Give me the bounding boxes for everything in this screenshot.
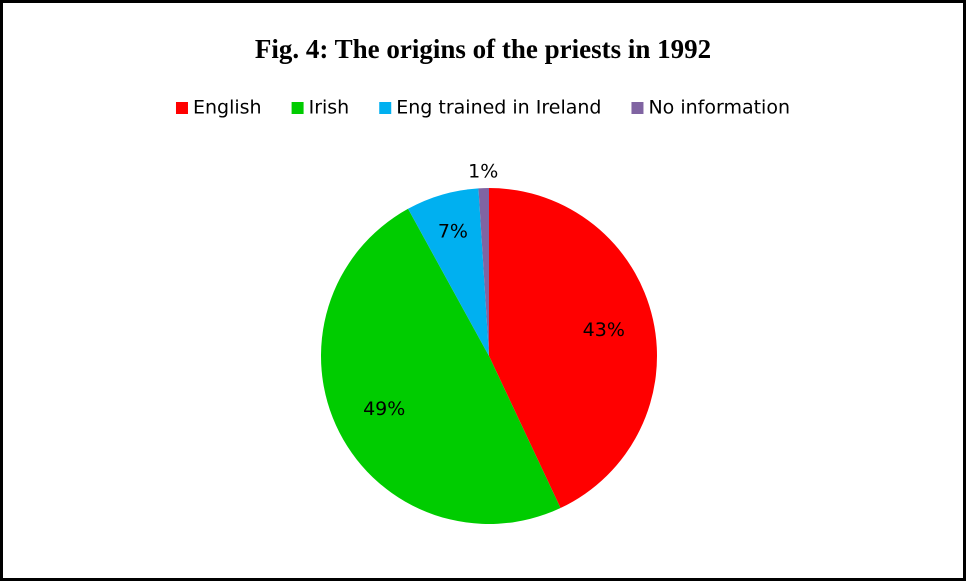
legend-label: English — [193, 97, 262, 119]
pie-slice — [489, 188, 657, 509]
data-label: 43% — [583, 319, 625, 341]
legend-swatch — [379, 102, 392, 114]
legend-label: No information — [648, 97, 790, 119]
pie-slice — [478, 188, 489, 356]
chart-title: Fig. 4: The origins of the priests in 19… — [255, 34, 711, 64]
legend-swatch — [291, 102, 304, 114]
legend-label: Eng trained in Ireland — [396, 97, 601, 119]
pie-slice — [320, 208, 561, 525]
data-label: 49% — [363, 398, 405, 420]
data-label: 1% — [468, 161, 498, 183]
pie-slice — [408, 188, 489, 356]
legend-label: Irish — [309, 97, 350, 119]
data-label: 7% — [438, 220, 468, 242]
legend: English Irish Eng trained in Ireland No inf… — [175, 97, 790, 119]
legend-swatch — [631, 102, 644, 114]
legend-swatch — [175, 102, 188, 114]
